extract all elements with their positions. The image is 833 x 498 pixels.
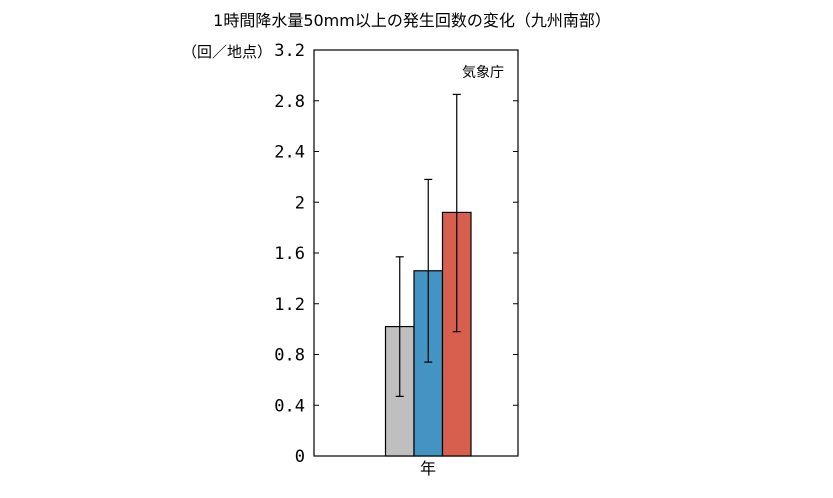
bars — [384, 211, 472, 457]
y-tick-label: 0 — [295, 447, 305, 467]
y-axis-label: （回／地点） — [182, 43, 272, 61]
y-tick-label: 0.4 — [274, 396, 305, 416]
y-tick-label: 1.6 — [274, 244, 305, 264]
y-tick-label: 2.4 — [274, 143, 305, 163]
x-axis-label: 年 — [420, 459, 436, 478]
chart-title: 1時間降水量50mm以上の発生回数の変化（九州南部） — [213, 11, 611, 30]
y-tick-labels: 0 0.4 0.8 1.2 1.6 2 2.4 2.8 3.2 — [274, 41, 305, 467]
y-tick-label: 2 — [295, 193, 305, 213]
y-tick-label: 1.2 — [274, 295, 305, 315]
y-tick-label: 3.2 — [274, 41, 305, 61]
y-tick-label: 2.8 — [274, 92, 305, 112]
y-tick-label: 0.8 — [274, 346, 305, 366]
error-bars — [395, 93, 461, 397]
source-label: 気象庁 — [462, 65, 504, 81]
